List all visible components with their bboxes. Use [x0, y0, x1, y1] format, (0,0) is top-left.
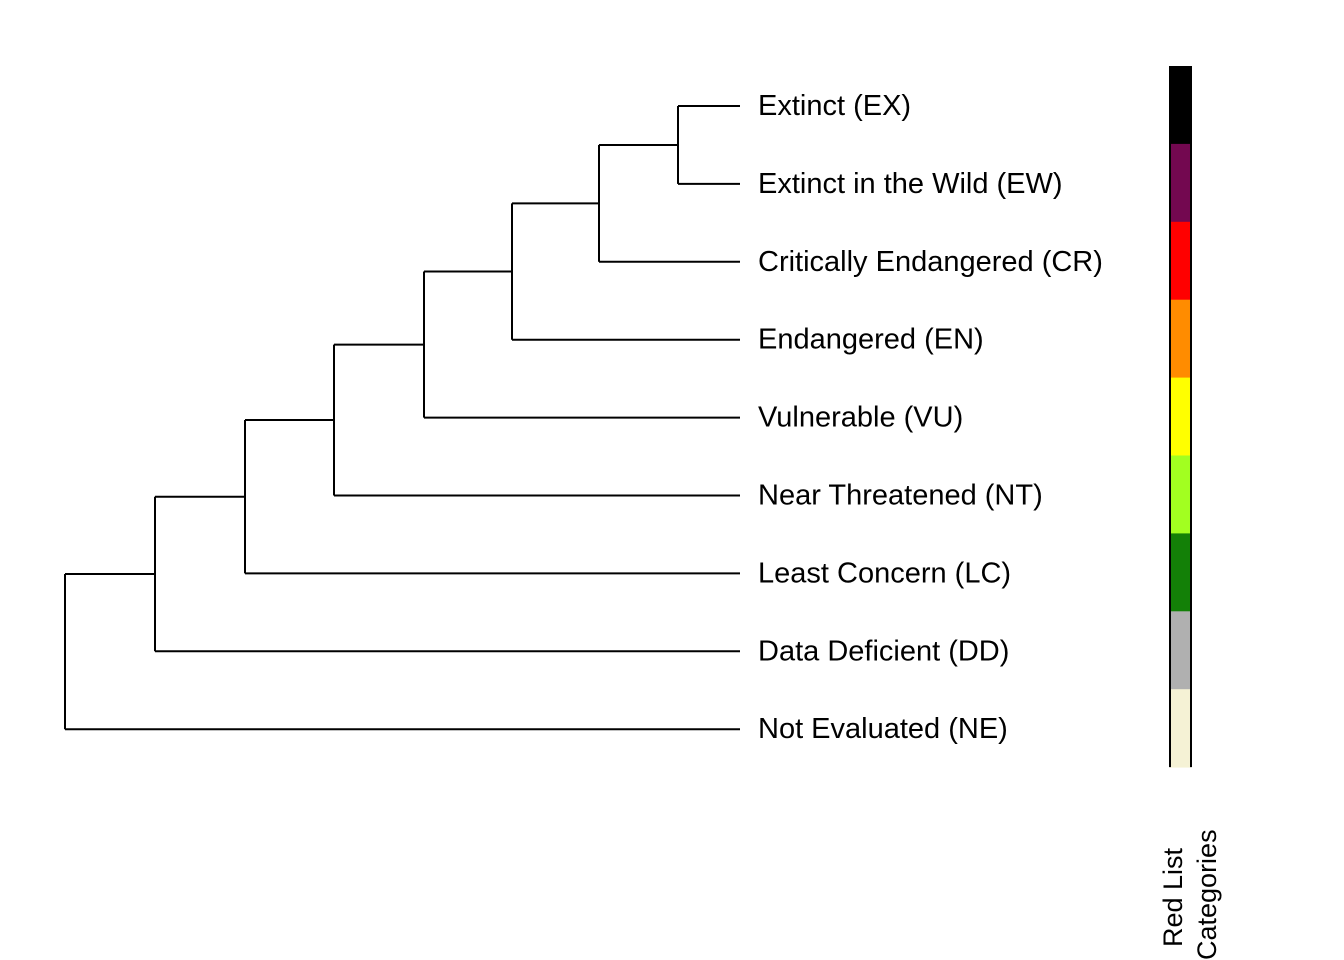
color-swatch-en: [1170, 299, 1191, 379]
color-swatch-nt: [1170, 455, 1191, 534]
color-swatch-vu: [1170, 377, 1191, 456]
leaf-label-vu: Vulnerable (VU): [758, 402, 963, 434]
color-bar-title: Red List Categories: [1158, 829, 1222, 960]
leaf-label-cr: Critically Endangered (CR): [758, 246, 1103, 278]
color-swatch-dd: [1170, 611, 1191, 690]
color-bar-title-line2: Categories: [1192, 829, 1222, 960]
leaf-label-lc: Least Concern (LC): [758, 557, 1011, 589]
color-swatch-lc: [1170, 533, 1191, 612]
color-swatch-ex: [1170, 66, 1191, 145]
dendrogram-branches: [64, 105, 740, 731]
leaf-labels: Extinct (EX) Extinct in the Wild (EW) Crit…: [758, 90, 1103, 745]
color-swatch-ne: [1170, 689, 1191, 768]
leaf-label-ex: Extinct (EX): [758, 90, 911, 122]
leaf-label-en: Endangered (EN): [758, 324, 984, 356]
color-swatch-ew: [1170, 143, 1191, 223]
leaf-label-nt: Near Threatened (NT): [758, 480, 1043, 512]
category-color-bar: [1169, 66, 1192, 768]
leaf-label-dd: Data Deficient (DD): [758, 635, 1009, 667]
color-bar-title-line1: Red List: [1158, 847, 1188, 947]
leaf-label-ew: Extinct in the Wild (EW): [758, 168, 1063, 200]
color-swatch-cr: [1170, 221, 1191, 301]
leaf-label-ne: Not Evaluated (NE): [758, 713, 1008, 745]
